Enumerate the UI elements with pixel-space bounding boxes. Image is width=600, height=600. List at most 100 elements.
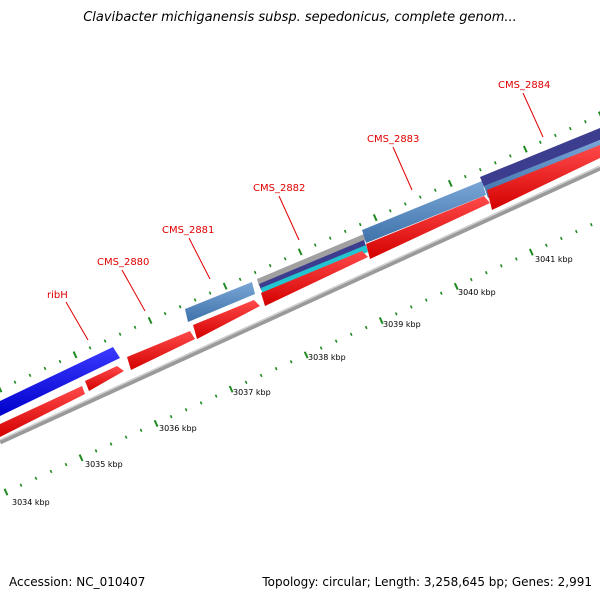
gene-leaders [65,92,544,341]
inner-tick-32 [484,270,488,275]
gene-label-CMS-2880[interactable]: CMS_2880 [97,257,149,268]
inner-tick-20 [303,351,309,359]
cds-arrow-5[interactable] [261,251,368,306]
kbp-labels: 3034 kbp 3035 kbp 3036 kbp 3037 kbp 3038… [12,255,573,507]
outer-tick-36 [538,140,542,144]
outer-tick-4 [58,359,62,364]
outer-tick-26 [388,209,392,213]
inner-tick-13 [199,401,203,405]
cds-arrow-1[interactable] [0,386,85,437]
inner-tick-22 [334,339,338,343]
inner-tick-9 [139,428,143,433]
kbp-label-3036: 3036 kbp [159,424,197,433]
outer-tick-7 [103,339,107,343]
inner-tick-34 [514,257,518,261]
outer-tick-38 [568,126,572,131]
inner-tick-8 [124,435,128,439]
outer-tick-10 [147,316,153,325]
cds-arrow-4[interactable] [193,300,260,339]
outer-tick-0 [0,386,3,393]
gene-label-CMS-2882[interactable]: CMS_2882 [253,183,305,194]
outer-tick-35 [522,145,528,153]
outer-tick-16 [238,277,242,282]
gene-ribH-bar[interactable] [0,347,120,416]
inner-tick-2 [34,476,38,480]
inner-tick-30 [453,282,459,290]
inner-tick-28 [424,298,428,302]
outer-tick-31 [463,174,467,179]
outer-tick-23 [343,229,347,234]
outer-tick-33 [493,161,497,165]
outer-tick-37 [553,133,557,138]
inner-tick-36 [544,243,548,247]
gene-label-CMS-2881[interactable]: CMS_2881 [162,225,214,236]
inner-tick-5 [78,454,84,462]
inner-tick-15 [228,385,234,393]
gene-label-ribH[interactable]: ribH [47,290,68,301]
inner-tick-23 [349,332,353,337]
accession-text: Accession: NC_010407 [9,575,146,589]
inner-tick-38 [574,229,578,234]
track-group [0,111,600,496]
inner-tick-19 [289,360,293,364]
inner-tick-24 [364,325,368,330]
inner-tick-7 [109,442,113,446]
outer-tick-22 [328,236,332,240]
gene-CMS-2882-navy-bar[interactable] [259,240,366,290]
outer-tick-20 [297,248,303,256]
outer-tick-28 [418,195,422,199]
leader-CMS-2881 [188,237,211,280]
outer-tick-11 [163,311,167,316]
outer-tick-17 [253,270,257,275]
outer-tick-25 [372,214,378,222]
outer-tick-12 [178,305,182,309]
gene-CMS-2881-bar[interactable] [185,282,255,322]
map-title: Clavibacter michiganensis subsp. sepedon… [83,10,517,25]
outer-tick-14 [208,291,212,295]
inner-tick-25 [378,317,384,325]
outer-tick-40 [597,111,600,117]
backbone [0,165,600,445]
kbp-label-3035: 3035 kbp [85,460,123,469]
gene-label-CMS-2884[interactable]: CMS_2884 [498,80,550,91]
outer-tick-24 [358,222,362,227]
outer-tick-8 [118,332,122,336]
gene-CMS-2884-navy-bar[interactable] [480,128,600,187]
kbp-label-3041: 3041 kbp [535,255,573,264]
inner-tick-26 [394,312,398,316]
cds-arrow-2[interactable] [85,366,124,391]
kbp-label-3034: 3034 kbp [12,498,50,507]
gene-label-CMS-2883[interactable]: CMS_2883 [367,134,419,145]
outer-tick-15 [222,282,228,290]
outer-tick-18 [268,263,272,268]
inner-tick-21 [319,346,323,350]
gene-CMS-2883-bar[interactable] [362,181,486,243]
gene-CMS-2882-bar[interactable] [257,234,366,286]
inner-tick-1 [19,483,23,487]
inner-tick-row [3,222,593,496]
gene-labels: ribH CMS_2880 CMS_2881 CMS_2882 CMS_2883… [47,80,550,301]
cds-arrow-3[interactable] [127,331,195,370]
kbp-label-3039: 3039 kbp [383,320,421,329]
outer-tick-3 [43,366,47,371]
inner-tick-11 [169,414,173,419]
leader-CMS-2883 [392,146,413,191]
inner-tick-16 [244,380,248,385]
outer-tick-30 [447,179,453,187]
outer-tick-29 [433,188,437,192]
kbp-label-3040: 3040 kbp [458,288,496,297]
cds-track [0,145,600,437]
genome-stats-text: Topology: circular; Length: 3,258,645 bp… [262,575,592,589]
kbp-label-3038: 3038 kbp [308,353,346,362]
outer-tick-21 [313,243,317,247]
outer-tick-32 [478,167,482,172]
inner-tick-29 [439,291,443,295]
cds-arrow-6[interactable] [366,196,490,259]
inner-tick-6 [94,449,98,453]
inner-tick-12 [184,408,188,412]
inner-tick-39 [590,222,593,227]
leader-CMS-2882 [278,195,300,241]
cds-arrow-7[interactable] [487,145,600,210]
inner-tick-10 [153,419,159,428]
